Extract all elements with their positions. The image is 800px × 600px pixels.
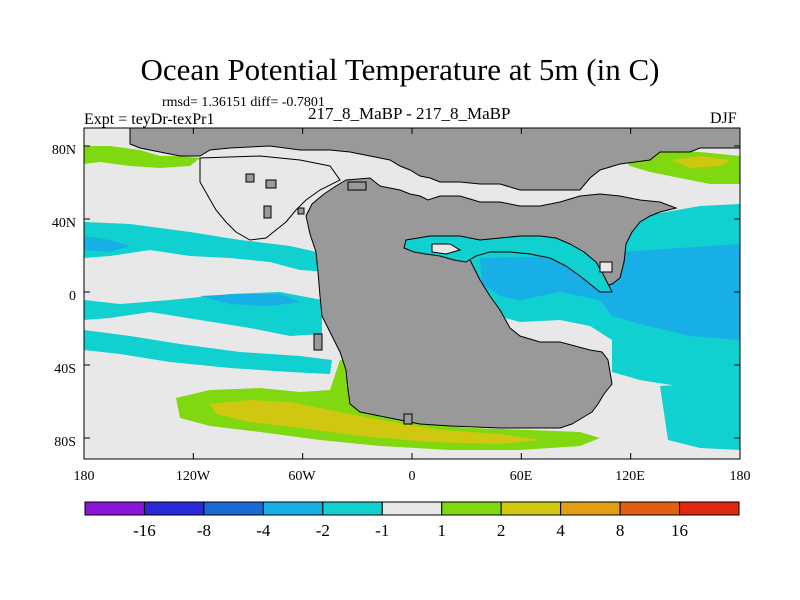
colorbar-label: -16 xyxy=(133,521,156,540)
contour-east-boundary-cyan xyxy=(660,384,740,450)
island-1 xyxy=(245,173,255,183)
lon-label-60w: 60W xyxy=(288,469,316,484)
colorbar-swatch xyxy=(84,501,145,516)
lon-label-120e: 120E xyxy=(615,469,645,484)
islands xyxy=(245,173,413,425)
land-masses xyxy=(129,127,741,429)
land-arctic-north xyxy=(129,127,741,191)
lat-label-40s: 40S xyxy=(54,362,76,377)
page-title: Ocean Potential Temperature at 5m (in C) xyxy=(140,52,660,87)
lat-label-80n: 80N xyxy=(52,143,76,158)
colorbar-swatch xyxy=(619,501,681,516)
colorbar-swatch xyxy=(322,501,383,516)
contour-pacific-south-cyan xyxy=(84,330,332,374)
colorbar-label: -1 xyxy=(375,521,389,540)
lon-label-60e: 60E xyxy=(510,469,533,484)
contour-southern-ocean-green xyxy=(176,360,600,450)
contour-southern-ocean-yellow xyxy=(210,400,540,444)
contour-pacific-north-cyan xyxy=(84,222,330,272)
colorbar-swatch xyxy=(143,501,205,516)
contour-arctic-green-west xyxy=(84,146,200,168)
colorbar-swatch xyxy=(679,501,740,516)
colorbar-label: 16 xyxy=(671,521,688,540)
lat-label-0: 0 xyxy=(69,289,76,304)
contour-pacific-equator-blue xyxy=(200,294,300,306)
island-5 xyxy=(347,181,367,191)
colorbar-swatch xyxy=(203,501,264,516)
lon-label-0: 0 xyxy=(409,469,416,484)
rmsd-diff-stats: rmsd= 1.36151 diff= -0.7801 xyxy=(162,95,325,110)
lat-label-40n: 40N xyxy=(52,216,76,231)
season-label: DJF xyxy=(710,110,737,127)
colorbar-label: 1 xyxy=(437,521,446,540)
island-7 xyxy=(403,413,413,425)
colorbar-label: -4 xyxy=(256,521,271,540)
island-6 xyxy=(313,333,323,351)
lat-label-80s: 80S xyxy=(54,435,76,450)
longitude-labels: 180 120W 60W 0 60E 120E 180 xyxy=(74,469,751,484)
colorbar-label: -2 xyxy=(316,521,330,540)
colorbar-swatch xyxy=(500,501,562,516)
experiment-label: Expt = teyDr-texPr1 xyxy=(84,111,215,128)
colorbar-label: 4 xyxy=(556,521,565,540)
axis-ticks xyxy=(83,128,741,459)
colorbar-swatch xyxy=(381,501,443,516)
inland-sea-white xyxy=(431,243,462,255)
colorbar-swatch xyxy=(560,501,621,516)
lon-label-120w: 120W xyxy=(176,469,211,484)
colorbar-label: -8 xyxy=(197,521,211,540)
island-2 xyxy=(265,179,277,189)
colorbar-label: 2 xyxy=(497,521,506,540)
contour-pacific-north-blue xyxy=(84,236,130,252)
comparison-label: 217_8_MaBP - 217_8_MaBP xyxy=(308,104,511,123)
map-panel xyxy=(83,127,741,460)
inland-lake-small xyxy=(599,261,613,273)
inland-seas xyxy=(199,155,613,293)
island-3 xyxy=(263,205,272,219)
inland-sea-arctic xyxy=(199,155,341,241)
latitude-labels: 80N 40N 0 40S 80S xyxy=(52,143,76,450)
lon-label-180e: 180 xyxy=(730,469,751,484)
island-4 xyxy=(297,207,305,215)
colorbar-swatch xyxy=(441,501,502,516)
colorbar-label: 8 xyxy=(616,521,625,540)
colorbar-swatch xyxy=(262,501,324,516)
colorbar: -16 -8 -4 -2 -1 1 2 4 8 16 xyxy=(84,501,740,540)
contour-arctic-yellow-east xyxy=(672,156,730,168)
lon-label-180w: 180 xyxy=(74,469,95,484)
